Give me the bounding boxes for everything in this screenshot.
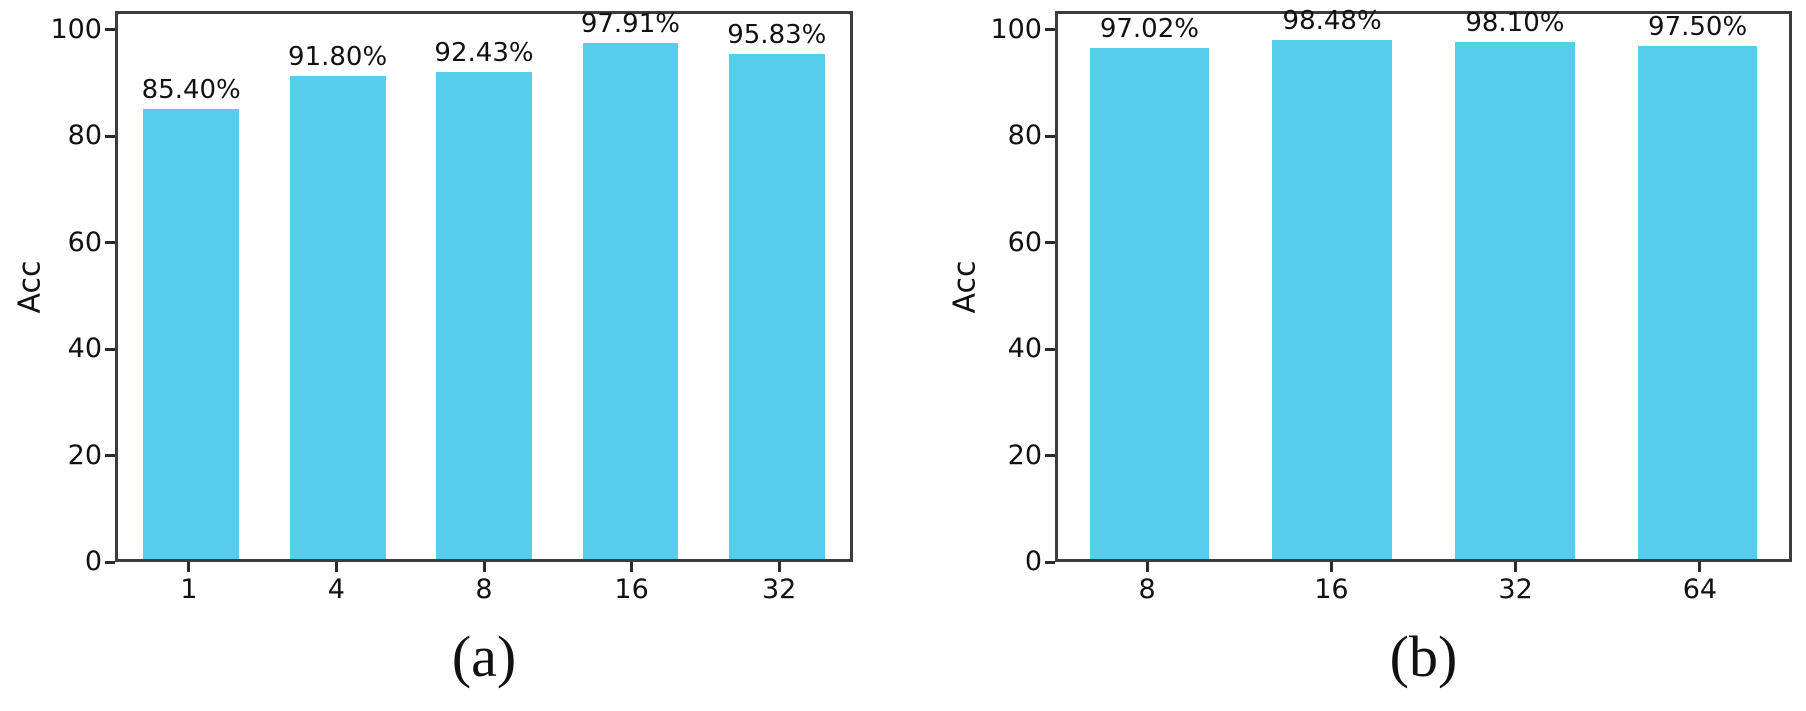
y-tick-label: 20: [1007, 439, 1042, 471]
y-tick-label: 100: [990, 13, 1042, 45]
y-tick-label: 60: [67, 226, 102, 258]
x-tick-label: 4: [327, 574, 345, 605]
y-tick-mark: [105, 28, 115, 32]
chart-b-caption: (b): [1389, 624, 1458, 689]
x-tick-label: 16: [1314, 574, 1349, 605]
bar: [582, 43, 679, 559]
y-tick-mark: [1045, 347, 1055, 351]
y-tick-label: 80: [1007, 120, 1042, 152]
chart-b: 97.02% 98.48% 98.10% 97.50% Acc (b) 0 20 40 60…: [903, 0, 1806, 711]
y-tick-label: 80: [67, 120, 102, 152]
y-tick-mark: [105, 241, 115, 245]
x-tick-mark: [1145, 562, 1149, 572]
x-tick-mark: [777, 562, 781, 572]
bar-value-label: 92.43%: [434, 38, 534, 69]
bar: [143, 109, 240, 559]
x-tick-mark: [187, 562, 191, 572]
bar: [1455, 42, 1575, 559]
bar-value-label: 95.83%: [727, 20, 827, 51]
chart-a-plot-area: 85.40% 91.80% 92.43% 97.91% 95.83%: [115, 9, 853, 562]
x-tick-mark: [482, 562, 486, 572]
y-tick-label: 40: [1007, 333, 1042, 365]
chart-b-y-axis-label: Acc: [947, 260, 983, 314]
y-tick-label: 40: [67, 333, 102, 365]
bar: [1637, 45, 1758, 559]
x-tick-label: 8: [475, 574, 493, 605]
x-tick-mark: [1698, 562, 1702, 572]
bar: [289, 75, 386, 559]
y-tick-label: 20: [67, 439, 102, 471]
bar: [1089, 48, 1210, 559]
x-tick-label: 32: [1498, 574, 1533, 605]
y-tick-mark: [1045, 134, 1055, 138]
x-tick-mark: [1514, 562, 1518, 572]
x-tick-label: 1: [180, 574, 198, 605]
y-tick-label: 0: [1024, 546, 1042, 577]
bar-value-label: 98.48%: [1282, 6, 1382, 37]
y-tick-label: 100: [50, 13, 102, 45]
bar-value-label: 85.40%: [141, 75, 241, 106]
y-tick-mark: [1045, 28, 1055, 32]
y-tick-mark: [105, 560, 115, 564]
x-tick-label: 64: [1682, 574, 1718, 605]
bar: [436, 72, 532, 559]
x-tick-label: 32: [762, 574, 797, 605]
y-tick-mark: [105, 454, 115, 457]
y-tick-mark: [1045, 560, 1055, 564]
chart-a-y-axis-label: Acc: [12, 260, 48, 314]
x-tick-label: 8: [1138, 574, 1156, 605]
chart-a: 85.40% 91.80% 92.43% 97.91% 95.83% Acc (a) 0…: [12, 9, 853, 689]
x-tick-mark: [334, 562, 338, 572]
bar-value-label: 97.50%: [1648, 11, 1748, 42]
y-tick-label: 0: [84, 546, 102, 577]
bar-value-label: 97.91%: [580, 9, 680, 40]
y-tick-mark: [105, 347, 115, 351]
bar-value-label: 98.10%: [1465, 8, 1565, 39]
y-tick-mark: [1045, 241, 1055, 245]
bar-value-label: 97.02%: [1099, 14, 1199, 45]
y-tick-mark: [105, 134, 115, 138]
bar: [728, 54, 825, 559]
x-tick-mark: [630, 562, 634, 572]
y-tick-label: 60: [1007, 226, 1042, 258]
bar-value-label: 91.80%: [288, 41, 388, 72]
x-tick-label: 16: [614, 574, 649, 605]
chart-a-caption: (a): [451, 624, 517, 689]
bar: [1272, 40, 1392, 559]
chart-b-plot-area: 97.02% 98.48% 98.10% 97.50%: [1055, 6, 1792, 562]
x-tick-mark: [1329, 562, 1333, 572]
y-tick-mark: [1045, 454, 1055, 457]
